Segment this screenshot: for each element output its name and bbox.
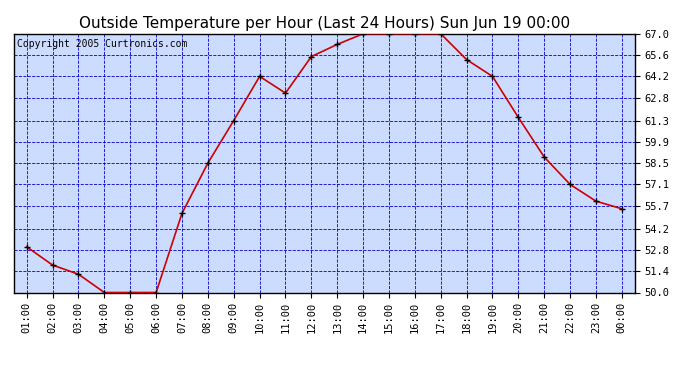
Title: Outside Temperature per Hour (Last 24 Hours) Sun Jun 19 00:00: Outside Temperature per Hour (Last 24 Ho… [79, 16, 570, 31]
Text: Copyright 2005 Curtronics.com: Copyright 2005 Curtronics.com [17, 39, 187, 49]
